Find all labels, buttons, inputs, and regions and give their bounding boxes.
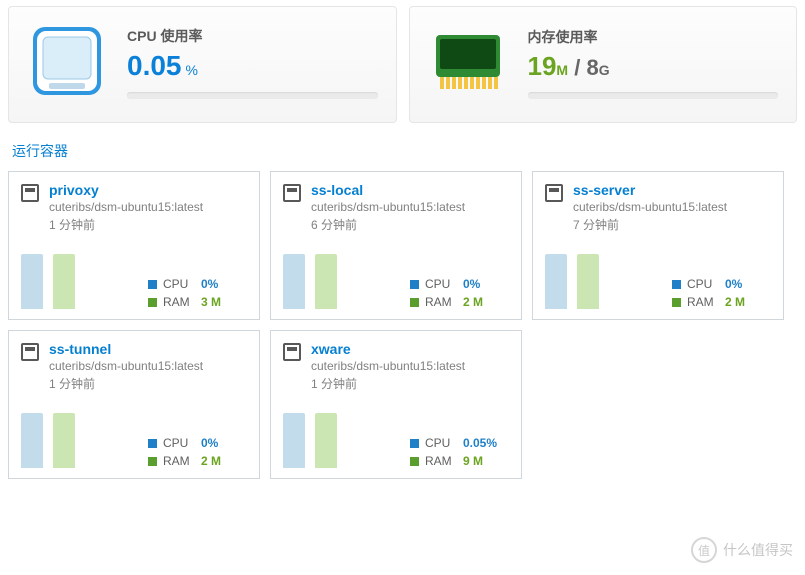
container-icon <box>21 343 39 361</box>
ram-icon <box>428 21 508 104</box>
container-card[interactable]: xware cuteribs/dsm-ubuntu15:latest 1 分钟前… <box>270 330 522 479</box>
container-time: 1 分钟前 <box>49 375 203 392</box>
container-card[interactable]: ss-server cuteribs/dsm-ubuntu15:latest 7… <box>532 171 784 320</box>
container-name[interactable]: ss-server <box>573 182 727 198</box>
container-name[interactable]: ss-local <box>311 182 465 198</box>
memory-usage-value: 19M / 8G <box>528 51 779 82</box>
cpu-square-icon <box>410 280 419 289</box>
ram-square-icon <box>410 298 419 307</box>
container-image: cuteribs/dsm-ubuntu15:latest <box>49 359 203 373</box>
ram-stat: RAM 2 M <box>410 295 509 309</box>
cpu-icon <box>27 21 107 104</box>
watermark-badge: 值 <box>691 537 717 563</box>
cpu-square-icon <box>148 439 157 448</box>
container-image: cuteribs/dsm-ubuntu15:latest <box>573 200 727 214</box>
ram-stat: RAM 2 M <box>148 454 247 468</box>
mini-bars <box>21 245 101 309</box>
ram-stat: RAM 2 M <box>672 295 771 309</box>
container-time: 1 分钟前 <box>311 375 465 392</box>
cpu-stat: CPU 0% <box>148 436 247 450</box>
container-card[interactable]: ss-local cuteribs/dsm-ubuntu15:latest 6 … <box>270 171 522 320</box>
container-icon <box>283 343 301 361</box>
cpu-usage-card: CPU 使用率 0.05% <box>8 6 397 123</box>
cpu-stat: CPU 0% <box>672 277 771 291</box>
ram-square-icon <box>410 457 419 466</box>
container-image: cuteribs/dsm-ubuntu15:latest <box>49 200 203 214</box>
container-image: cuteribs/dsm-ubuntu15:latest <box>311 359 465 373</box>
ram-square-icon <box>672 298 681 307</box>
memory-usage-card: 内存使用率 19M / 8G <box>409 6 798 123</box>
memory-usage-bar <box>528 92 779 99</box>
container-name[interactable]: xware <box>311 341 465 357</box>
container-name[interactable]: privoxy <box>49 182 203 198</box>
cpu-usage-label: CPU 使用率 <box>127 26 378 46</box>
container-time: 1 分钟前 <box>49 216 203 233</box>
watermark: 值 什么值得买 <box>691 537 793 563</box>
container-time: 6 分钟前 <box>311 216 465 233</box>
cpu-square-icon <box>672 280 681 289</box>
cpu-square-icon <box>148 280 157 289</box>
ram-square-icon <box>148 298 157 307</box>
cpu-square-icon <box>410 439 419 448</box>
cpu-usage-value: 0.05% <box>127 50 378 82</box>
cpu-stat: CPU 0% <box>148 277 247 291</box>
cpu-stat: CPU 0.05% <box>410 436 509 450</box>
mini-bars <box>21 404 101 468</box>
cpu-stat: CPU 0% <box>410 277 509 291</box>
cpu-usage-bar <box>127 92 378 99</box>
memory-usage-label: 内存使用率 <box>528 27 779 47</box>
watermark-text: 什么值得买 <box>723 540 793 560</box>
mini-bars <box>283 245 363 309</box>
containers-grid: privoxy cuteribs/dsm-ubuntu15:latest 1 分… <box>8 171 797 479</box>
container-icon <box>21 184 39 202</box>
container-time: 7 分钟前 <box>573 216 727 233</box>
ram-stat: RAM 3 M <box>148 295 247 309</box>
running-containers-title: 运行容器 <box>12 141 793 161</box>
ram-stat: RAM 9 M <box>410 454 509 468</box>
container-name[interactable]: ss-tunnel <box>49 341 203 357</box>
container-icon <box>545 184 563 202</box>
container-icon <box>283 184 301 202</box>
container-card[interactable]: ss-tunnel cuteribs/dsm-ubuntu15:latest 1… <box>8 330 260 479</box>
container-card[interactable]: privoxy cuteribs/dsm-ubuntu15:latest 1 分… <box>8 171 260 320</box>
mini-bars <box>283 404 363 468</box>
mini-bars <box>545 245 625 309</box>
container-image: cuteribs/dsm-ubuntu15:latest <box>311 200 465 214</box>
ram-square-icon <box>148 457 157 466</box>
